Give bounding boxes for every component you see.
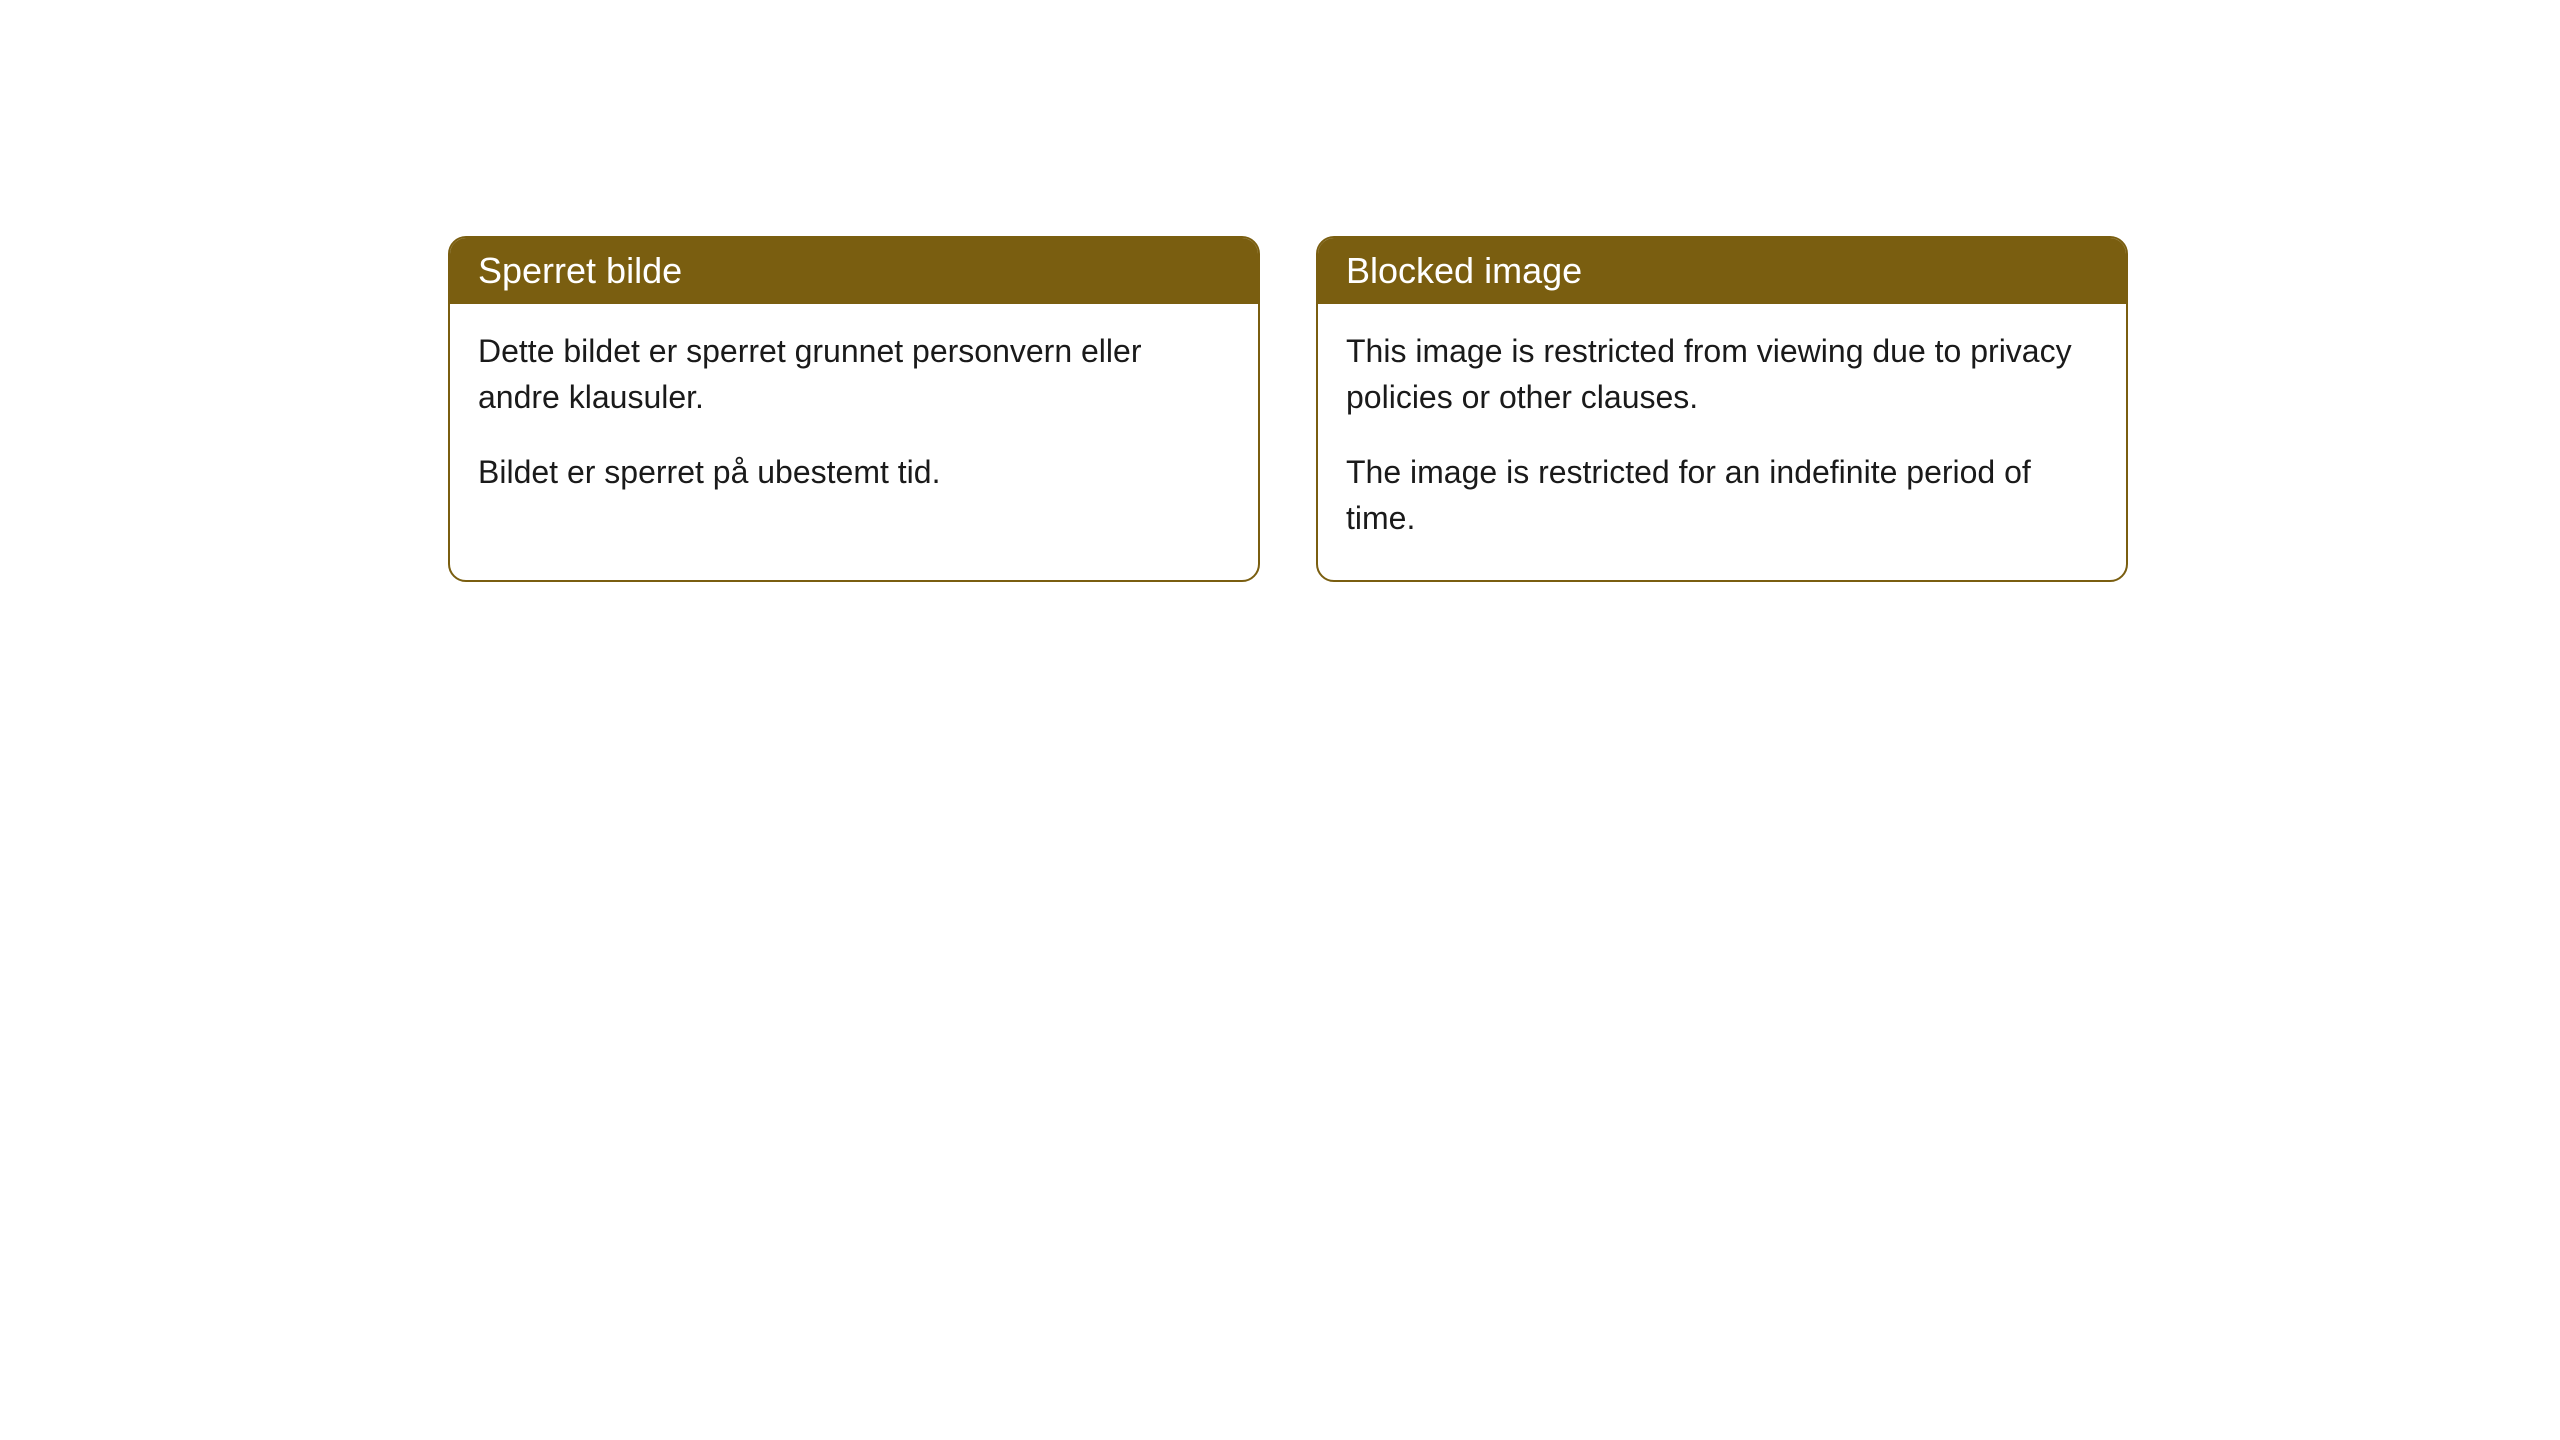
notice-card-norwegian: Sperret bilde Dette bildet er sperret gr… [448, 236, 1260, 582]
notice-cards-container: Sperret bilde Dette bildet er sperret gr… [448, 236, 2128, 582]
card-title: Blocked image [1346, 250, 1582, 291]
card-header-english: Blocked image [1318, 238, 2126, 304]
card-paragraph: The image is restricted for an indefinit… [1346, 449, 2098, 542]
card-paragraph: Bildet er sperret på ubestemt tid. [478, 449, 1230, 495]
card-paragraph: This image is restricted from viewing du… [1346, 328, 2098, 421]
card-paragraph: Dette bildet er sperret grunnet personve… [478, 328, 1230, 421]
card-body-english: This image is restricted from viewing du… [1318, 304, 2126, 580]
card-header-norwegian: Sperret bilde [450, 238, 1258, 304]
card-body-norwegian: Dette bildet er sperret grunnet personve… [450, 304, 1258, 533]
notice-card-english: Blocked image This image is restricted f… [1316, 236, 2128, 582]
card-title: Sperret bilde [478, 250, 682, 291]
